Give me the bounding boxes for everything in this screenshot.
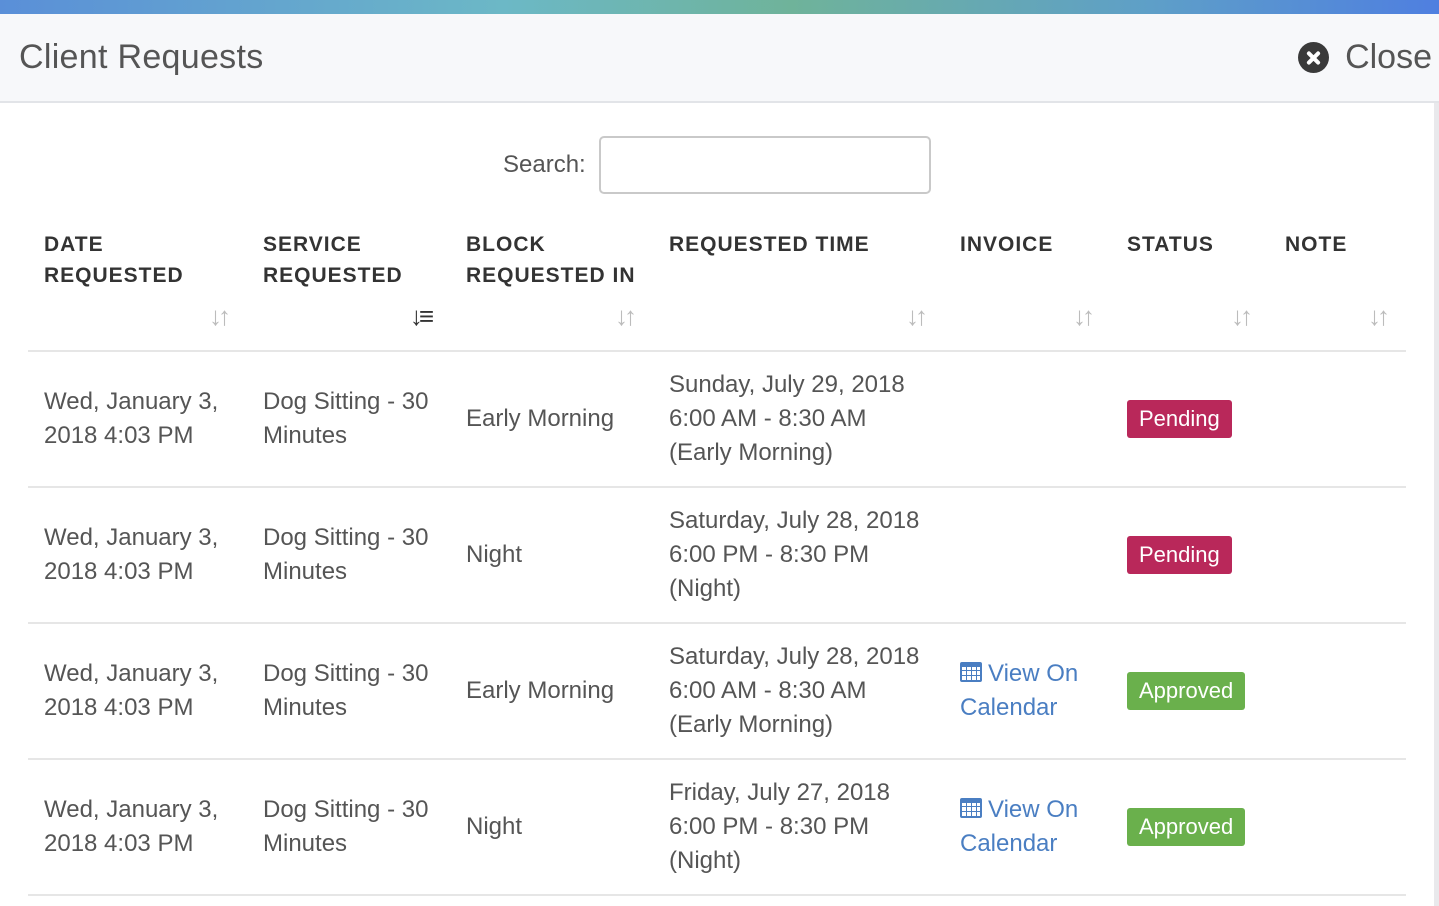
- cell-requested-time: Saturday, July 28, 2018 6:00 PM - 8:30 PM…: [653, 487, 944, 624]
- sort-icon[interactable]: ↓↑: [1231, 301, 1253, 331]
- column-header-label: SERVICE REQUESTED: [263, 233, 403, 287]
- requested-time-date: Saturday, July 28, 2018: [669, 507, 920, 534]
- cell-requested-time: Sunday, July 29, 2018 6:00 AM - 8:30 AM (E…: [653, 351, 944, 488]
- requested-time-range: 6:00 PM - 8:30 PM: [669, 541, 870, 568]
- cell-invoice: View On Calendar: [944, 759, 1111, 896]
- column-header-label: INVOICE: [960, 233, 1054, 256]
- column-header-label: DATE REQUESTED: [44, 233, 184, 287]
- close-circle-icon[interactable]: [1298, 42, 1330, 73]
- requested-time-range: 6:00 AM - 8:30 AM: [669, 405, 867, 432]
- status-badge: Pending: [1127, 536, 1232, 574]
- requested-time-date: Friday, July 27, 2018: [669, 779, 891, 806]
- view-on-calendar-label[interactable]: View On Calendar: [960, 796, 1079, 857]
- cell-service-requested: Dog Sitting - 30 Minutes: [247, 487, 450, 624]
- cell-status: Approved: [1111, 759, 1269, 896]
- requested-time-date: Saturday, July 28, 2018: [669, 643, 920, 670]
- requested-time-block: (Night): [669, 575, 742, 602]
- requested-time-block: (Night): [669, 847, 742, 874]
- search-bar: Search:: [503, 136, 931, 194]
- status-badge: Approved: [1127, 672, 1246, 710]
- cell-requested-time: Saturday, July 28, 2018 6:00 AM - 8:30 AM…: [653, 623, 944, 760]
- cell-date-requested: Wed, January 3, 2018 4:03 PM: [28, 487, 247, 624]
- header-row: DATE REQUESTED ↓↑ SERVICE REQUESTED ↓≡ BLOCK…: [28, 218, 1406, 352]
- column-header-label: REQUESTED TIME: [669, 233, 870, 256]
- requested-time-block: (Early Morning): [669, 439, 834, 466]
- modal-title: Client Requests: [19, 38, 264, 76]
- cell-status: Pending: [1111, 351, 1269, 488]
- close-button-label[interactable]: Close: [1345, 38, 1432, 76]
- view-on-calendar-link[interactable]: View On Calendar: [960, 796, 1078, 857]
- column-header-date-requested[interactable]: DATE REQUESTED ↓↑: [28, 218, 247, 352]
- cell-date-requested: Wed, January 3, 2018 4:03 PM: [28, 759, 247, 896]
- top-accent-bar: [0, 0, 1439, 14]
- sort-icon[interactable]: ↓↑: [906, 301, 928, 331]
- sort-icon[interactable]: ↓↑: [1073, 301, 1095, 331]
- cell-status: Pending: [1111, 487, 1269, 624]
- column-header-label: BLOCK REQUESTED IN: [466, 233, 636, 287]
- table-row: Wed, January 3, 2018 4:03 PM Dog Sitting …: [28, 623, 1406, 760]
- sort-icon[interactable]: ↓↑: [1368, 301, 1390, 331]
- column-header-label: STATUS: [1127, 233, 1214, 256]
- cell-note: [1269, 487, 1406, 624]
- cell-invoice: View On Calendar: [944, 623, 1111, 760]
- cell-block-requested: Night: [450, 487, 653, 624]
- modal-scrollbar-edge: [1434, 103, 1439, 906]
- requested-time-block: (Early Morning): [669, 711, 834, 738]
- cell-note: [1269, 351, 1406, 488]
- column-header-note[interactable]: NOTE ↓↑: [1269, 218, 1406, 352]
- cell-note: [1269, 759, 1406, 896]
- cell-date-requested: Wed, January 3, 2018 4:03 PM: [28, 623, 247, 760]
- column-header-block-requested-in[interactable]: BLOCK REQUESTED IN ↓↑: [450, 218, 653, 352]
- requested-time-range: 6:00 AM - 8:30 AM: [669, 677, 867, 704]
- cell-block-requested: Early Morning: [450, 351, 653, 488]
- search-input[interactable]: [598, 136, 931, 194]
- sort-icon[interactable]: ↓↑: [615, 301, 637, 331]
- calendar-icon[interactable]: [960, 798, 982, 818]
- column-header-invoice[interactable]: INVOICE ↓↑: [944, 218, 1111, 352]
- status-badge: Pending: [1127, 400, 1232, 438]
- table-header: DATE REQUESTED ↓↑ SERVICE REQUESTED ↓≡ BLOCK…: [28, 218, 1406, 352]
- cell-service-requested: Dog Sitting - 30 Minutes: [247, 351, 450, 488]
- requested-time-date: Sunday, July 29, 2018: [669, 371, 905, 398]
- table-body: Wed, January 3, 2018 4:03 PM Dog Sitting …: [28, 351, 1406, 896]
- column-header-status[interactable]: STATUS ↓↑: [1111, 218, 1269, 352]
- cell-requested-time: Friday, July 27, 2018 6:00 PM - 8:30 PM (N…: [653, 759, 944, 896]
- requests-table: DATE REQUESTED ↓↑ SERVICE REQUESTED ↓≡ BLOCK…: [28, 218, 1406, 896]
- cell-service-requested: Dog Sitting - 30 Minutes: [247, 759, 450, 896]
- cell-date-requested: Wed, January 3, 2018 4:03 PM: [28, 351, 247, 488]
- column-header-service-requested[interactable]: SERVICE REQUESTED ↓≡: [247, 218, 450, 352]
- cell-status: Approved: [1111, 623, 1269, 760]
- table-row: Wed, January 3, 2018 4:03 PM Dog Sitting …: [28, 351, 1406, 488]
- calendar-icon[interactable]: [960, 662, 982, 682]
- column-header-requested-time[interactable]: REQUESTED TIME ↓↑: [653, 218, 944, 352]
- cell-block-requested: Night: [450, 759, 653, 896]
- cell-invoice: [944, 487, 1111, 624]
- search-label: Search:: [503, 151, 586, 178]
- close-button[interactable]: Close: [1298, 38, 1432, 77]
- column-header-label: NOTE: [1285, 233, 1348, 256]
- requested-time-range: 6:00 PM - 8:30 PM: [669, 813, 870, 840]
- status-badge: Approved: [1127, 808, 1246, 846]
- table-row: Wed, January 3, 2018 4:03 PM Dog Sitting …: [28, 487, 1406, 624]
- cell-invoice: [944, 351, 1111, 488]
- view-on-calendar-link[interactable]: View On Calendar: [960, 660, 1078, 721]
- cell-note: [1269, 623, 1406, 760]
- sort-icon[interactable]: ↓↑: [209, 301, 231, 331]
- modal-header: Client Requests Close: [0, 14, 1439, 103]
- cell-block-requested: Early Morning: [450, 623, 653, 760]
- cell-service-requested: Dog Sitting - 30 Minutes: [247, 623, 450, 760]
- sort-ascending-icon[interactable]: ↓≡: [409, 301, 434, 331]
- view-on-calendar-label[interactable]: View On Calendar: [960, 660, 1079, 721]
- table-row: Wed, January 3, 2018 4:03 PM Dog Sitting …: [28, 759, 1406, 896]
